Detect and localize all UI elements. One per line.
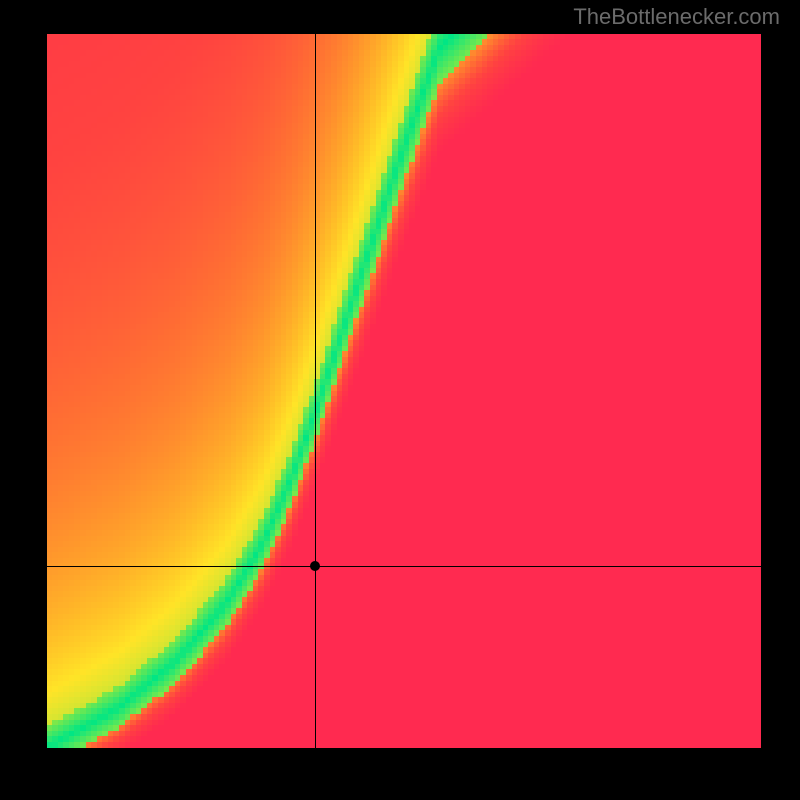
chart-container: TheBottlenecker.com xyxy=(0,0,800,800)
heatmap-plot xyxy=(47,34,761,748)
heatmap-canvas xyxy=(47,34,761,748)
marker-point xyxy=(310,561,320,571)
crosshair-horizontal xyxy=(47,566,761,567)
crosshair-vertical xyxy=(315,34,316,748)
watermark-text: TheBottlenecker.com xyxy=(573,4,780,30)
